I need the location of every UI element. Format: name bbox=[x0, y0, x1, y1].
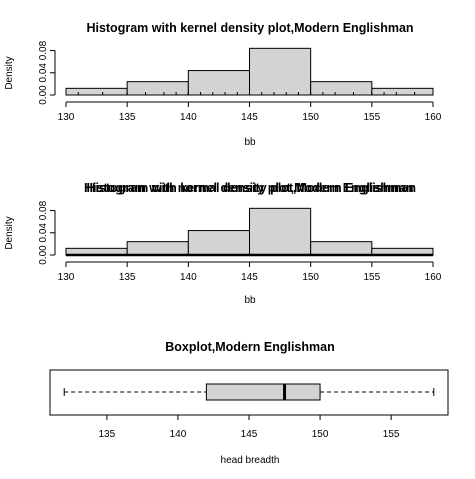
panel-boxplot: Boxplot,Modern Englishman 135 140 145 150 15… bbox=[49, 340, 449, 466]
panel-1-x-label: bb bbox=[244, 137, 256, 148]
histogram-bar bbox=[310, 241, 373, 256]
x-tick-label: 140 bbox=[180, 112, 197, 123]
x-tick-label: 130 bbox=[58, 272, 75, 283]
x-tick-label: 150 bbox=[302, 272, 319, 283]
panel-3-x-axis: 135 140 145 150 155 bbox=[99, 414, 400, 440]
x-tick-label: 135 bbox=[119, 272, 136, 283]
histogram-bar bbox=[65, 87, 128, 96]
x-tick-label: 135 bbox=[99, 429, 116, 440]
x-tick-label: 160 bbox=[425, 272, 442, 283]
panel-2-x-label: bb bbox=[244, 295, 256, 306]
panel-1-y-axis: 0.00 0.04 0.08 bbox=[38, 40, 56, 105]
box-iqr bbox=[205, 383, 321, 401]
x-tick-label: 130 bbox=[58, 112, 75, 123]
y-tick-label: 0.08 bbox=[38, 40, 49, 60]
x-tick-label: 145 bbox=[241, 112, 258, 123]
y-tick-label: 0.04 bbox=[38, 223, 49, 243]
x-tick-label: 145 bbox=[241, 429, 258, 440]
panel-histogram-kernel: Histogram with kernel density plot,Moder… bbox=[4, 21, 442, 148]
panel-histogram-normal: Histogram with kernel density plot,Moder… bbox=[4, 181, 442, 306]
panel-1-title: Histogram with kernel density plot,Moder… bbox=[86, 21, 413, 35]
panel-1-rug bbox=[77, 92, 416, 95]
x-tick-label: 140 bbox=[180, 272, 197, 283]
y-tick-label: 0.00 bbox=[38, 245, 49, 265]
panel-2-y-axis: 0.00 0.04 0.08 bbox=[38, 200, 56, 265]
x-tick-label: 150 bbox=[302, 112, 319, 123]
panel-2-x-axis: 130 135 140 145 150 155 160 bbox=[58, 261, 442, 283]
y-tick-label: 0.00 bbox=[38, 85, 49, 105]
panel-3-title: Boxplot,Modern Englishman bbox=[165, 340, 334, 354]
x-tick-label: 155 bbox=[363, 112, 380, 123]
panel-1-bars bbox=[65, 47, 434, 96]
histogram-bar bbox=[249, 207, 312, 256]
panel-2-bars bbox=[65, 207, 434, 257]
histogram-bar bbox=[126, 81, 189, 96]
x-tick-label: 155 bbox=[363, 272, 380, 283]
panel-1-x-axis: 130 135 140 145 150 155 160 bbox=[58, 101, 442, 123]
panel-2-y-label: Density bbox=[4, 216, 15, 249]
histogram-bar bbox=[249, 47, 312, 96]
x-tick-label: 135 bbox=[119, 112, 136, 123]
histogram-bar bbox=[126, 241, 189, 256]
panel-3-box bbox=[63, 383, 435, 401]
panel-2-title: Histogram with kernel density plot,Moder… bbox=[86, 181, 413, 195]
panel-2-title-overprint: Histogram with normal density plot,Moder… bbox=[84, 181, 416, 195]
y-tick-label: 0.04 bbox=[38, 63, 49, 83]
y-tick-label: 0.08 bbox=[38, 200, 49, 220]
histogram-bar bbox=[310, 81, 373, 96]
x-tick-label: 160 bbox=[425, 112, 442, 123]
x-tick-label: 150 bbox=[312, 429, 329, 440]
panel-1-y-label: Density bbox=[4, 56, 15, 89]
x-tick-label: 155 bbox=[383, 429, 400, 440]
x-tick-label: 140 bbox=[170, 429, 187, 440]
panel-3-x-label: head breadth bbox=[221, 455, 280, 466]
histogram-bar bbox=[187, 70, 250, 96]
histogram-bar bbox=[187, 230, 250, 256]
x-tick-label: 145 bbox=[241, 272, 258, 283]
histogram-bar bbox=[371, 87, 434, 96]
